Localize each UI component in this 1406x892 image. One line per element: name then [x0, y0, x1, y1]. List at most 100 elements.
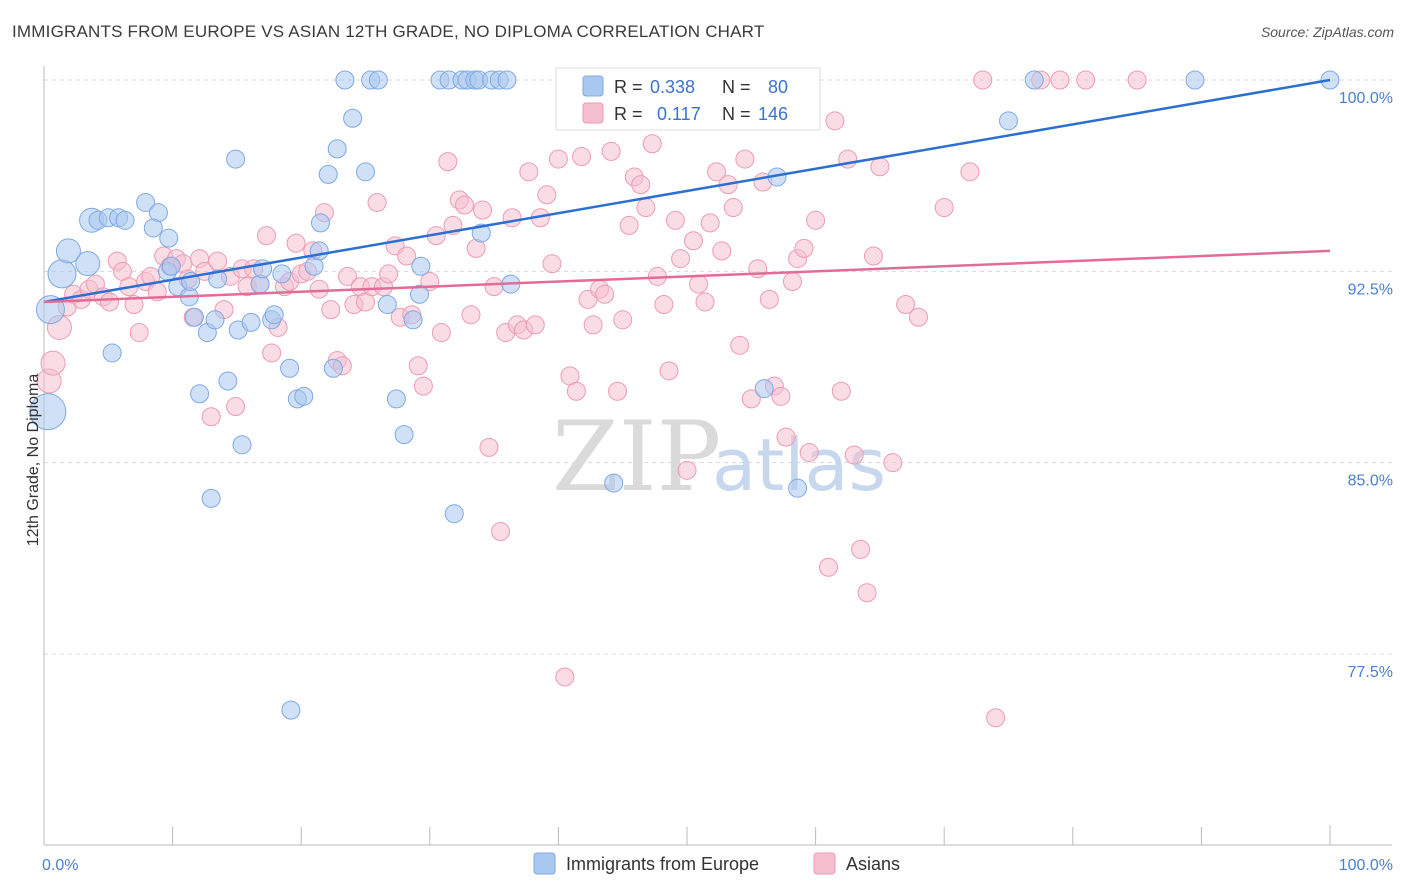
legend-europe-r-label: R = [614, 77, 643, 97]
x-tick-labels: 0.0% 100.0% [42, 857, 1393, 874]
legend-asians-r-value: 0.117 [657, 104, 701, 124]
asians-point [771, 386, 791, 406]
asians-point [806, 210, 826, 230]
asians-point [695, 292, 715, 312]
legend-europe-swatch [582, 75, 604, 97]
europe-point [208, 269, 228, 289]
legend-europe-r-value: 0.338 [650, 77, 695, 97]
europe-point [444, 504, 464, 524]
asians-point [863, 246, 883, 266]
asians-point [730, 335, 750, 355]
chart-title: IMMIGRANTS FROM EUROPE VS ASIAN 12TH GRA… [12, 22, 765, 41]
asians-point [654, 294, 674, 314]
europe-point [264, 305, 284, 325]
y-tick-label: 77.5% [1348, 664, 1393, 681]
europe-point [411, 256, 431, 276]
europe-point [368, 70, 388, 90]
asians-point [973, 70, 993, 90]
asians-point [759, 289, 779, 309]
europe-point [604, 473, 624, 493]
europe-points [29, 70, 1340, 720]
asians-point [896, 294, 916, 314]
europe-point [471, 223, 491, 243]
asians-point [683, 231, 703, 251]
asians-point [741, 389, 761, 409]
asians-point [782, 272, 802, 292]
asians-point [201, 407, 221, 427]
asians-point [636, 198, 656, 218]
asians-point [908, 307, 928, 327]
europe-point [327, 139, 347, 159]
asians-point [525, 315, 545, 335]
asians-point [309, 279, 329, 299]
europe-point [999, 111, 1018, 131]
asians-point [799, 442, 819, 462]
trend-lines [43, 78, 1331, 304]
asians-point [256, 226, 276, 246]
europe-point [386, 389, 406, 409]
europe-point [184, 307, 204, 327]
asians-point [671, 249, 691, 269]
asians-point [379, 264, 399, 284]
europe-point [115, 210, 135, 230]
y-tick-label: 85.0% [1348, 473, 1393, 490]
asians-point [397, 246, 417, 266]
asians-point [883, 453, 903, 473]
asians-point [473, 200, 493, 220]
europe-point [788, 478, 808, 498]
asians-point [1050, 70, 1070, 90]
asians-point [986, 708, 1006, 728]
asians-point [776, 427, 796, 447]
europe-point [29, 393, 67, 431]
asians-point [519, 162, 539, 182]
asians-point [40, 350, 66, 376]
asians-point [844, 445, 864, 465]
asians-point [367, 192, 387, 212]
europe-point [497, 70, 517, 90]
asians-point [631, 175, 651, 195]
asians-point [438, 152, 458, 172]
europe-point [218, 371, 238, 391]
europe-point [232, 435, 252, 455]
asians-point [707, 162, 727, 182]
legend-europe-n-label: N = [722, 77, 751, 97]
europe-point [280, 358, 300, 378]
asians-point [566, 381, 586, 401]
europe-point [241, 312, 261, 332]
asians-point [100, 292, 120, 312]
asians-point [542, 254, 562, 274]
legend-europe-n-value: 80 [768, 77, 788, 97]
asians-point [818, 557, 838, 577]
europe-point [294, 386, 314, 406]
asians-point [583, 315, 603, 335]
asians-point [619, 215, 639, 235]
europe-point [272, 264, 292, 284]
asians-point [700, 213, 720, 233]
europe-point [1185, 70, 1205, 90]
asians-point [723, 198, 743, 218]
europe-point [343, 108, 363, 128]
asians-point [321, 300, 341, 320]
y-tick-labels: 77.5% 85.0% 92.5% 100.0% [1339, 90, 1393, 681]
asians-point [665, 210, 685, 230]
europe-point [1024, 70, 1044, 90]
europe-point [281, 700, 301, 720]
asians-point [794, 238, 814, 258]
source-label: Source: ZipAtlas.com [1260, 24, 1394, 40]
asians-point [608, 381, 628, 401]
asians-point [851, 539, 871, 559]
asians-point [857, 583, 877, 603]
europe-point [323, 358, 343, 378]
europe-point [75, 251, 101, 277]
asians-point [642, 134, 662, 154]
europe-point [136, 192, 156, 212]
legend-asians-n-value: 146 [758, 104, 788, 124]
europe-point [102, 343, 122, 363]
europe-point [47, 259, 77, 289]
bottom-legend: Immigrants from Europe Asians [533, 852, 900, 875]
watermark: ZIP atlas [552, 401, 886, 513]
legend-asians-r-label: R = [614, 104, 643, 124]
asians-point [413, 376, 433, 396]
asians-point [455, 195, 475, 215]
